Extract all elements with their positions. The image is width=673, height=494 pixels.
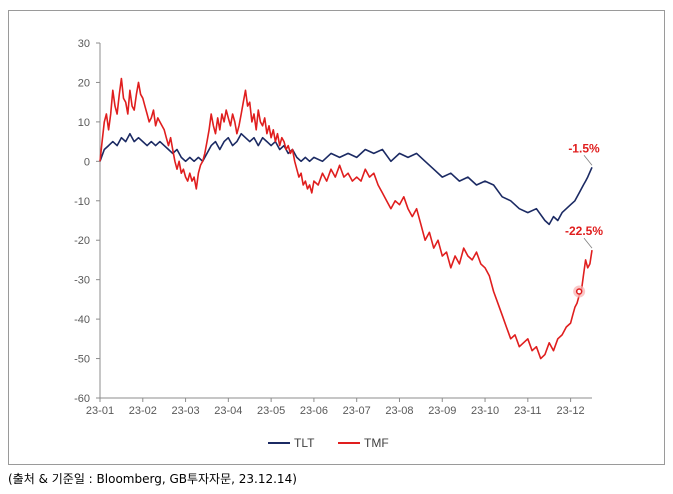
x-tick-label: 23-02 (129, 405, 157, 417)
y-tick-label: -20 (74, 235, 90, 247)
y-tick-label: -50 (74, 354, 90, 366)
legend: TLT TMF (268, 436, 389, 450)
y-tick-label: -60 (74, 393, 90, 405)
y-tick-label: 20 (78, 77, 90, 89)
annotation-label: -1.5% (568, 141, 600, 155)
series-line-tmf (99, 77, 593, 360)
legend-label-tmf: TMF (364, 436, 389, 450)
series-lines (99, 77, 593, 360)
highlight-marker (575, 288, 583, 295)
x-tick-label: 23-06 (300, 405, 328, 417)
annotation-leader (583, 155, 593, 166)
y-axis: 30 20 10 0 -10 -20 -30 -40 -50 -60 (74, 38, 101, 405)
x-tick-label: 23-08 (385, 405, 413, 417)
x-tick-label: 23-11 (514, 405, 541, 417)
y-tick-label: 10 (78, 117, 90, 129)
x-tick-label: 23-07 (343, 405, 371, 417)
annotations: -1.5% -22.5% (565, 141, 603, 298)
y-tick-label: -30 (74, 275, 90, 287)
annotation-label: -22.5% (565, 224, 603, 238)
x-tick-label: 23-10 (471, 405, 499, 417)
x-tick-label: 23-09 (428, 405, 456, 417)
y-tick-label: 0 (84, 156, 90, 168)
legend-label-tlt: TLT (294, 436, 315, 450)
series-line-tlt (99, 132, 593, 226)
y-tick-label: -10 (74, 196, 90, 208)
annotation-leader (583, 237, 593, 249)
y-tick-label: -40 (74, 314, 90, 326)
x-axis: 23-01 23-02 23-03 23-04 23-05 23-06 23-07 23-08… (86, 397, 592, 417)
x-tick-label: 23-04 (214, 405, 242, 417)
y-tick-label: 30 (78, 38, 90, 50)
source-note: (출처 & 기준일 : Bloomberg, GB투자자문, 23.12.14) (8, 472, 297, 486)
chart-frame (8, 10, 665, 465)
x-tick-label: 23-05 (257, 405, 285, 417)
x-tick-label: 23-01 (86, 405, 114, 417)
x-tick-label: 23-12 (557, 405, 585, 417)
x-tick-label: 23-03 (171, 405, 199, 417)
